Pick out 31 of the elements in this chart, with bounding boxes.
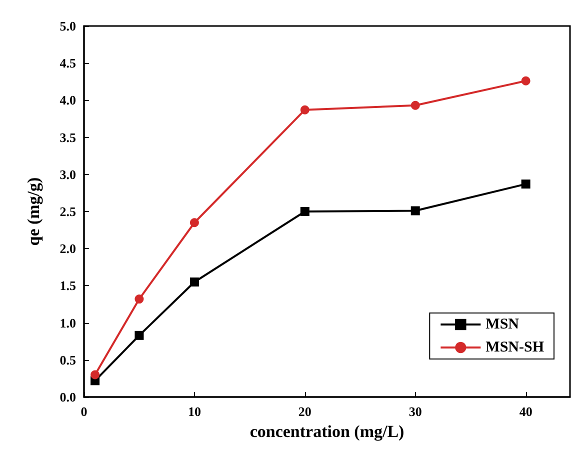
point bbox=[90, 370, 100, 380]
y-tick-label: 4.5 bbox=[60, 56, 76, 71]
point bbox=[134, 294, 144, 304]
y-tick-label: 2.5 bbox=[60, 204, 76, 219]
x-tick-label: 10 bbox=[188, 404, 201, 419]
y-tick-label: 4.0 bbox=[60, 92, 76, 108]
x-tick-label: 20 bbox=[298, 404, 312, 419]
point bbox=[521, 76, 530, 86]
y-axis-title: qe (mg/g) bbox=[24, 177, 43, 246]
y-tick-label: 0.0 bbox=[60, 390, 76, 404]
point bbox=[300, 207, 310, 216]
x-tick-label: 30 bbox=[408, 404, 422, 419]
legend-label: MSN bbox=[486, 316, 520, 332]
x-tick-label: 0 bbox=[80, 404, 88, 419]
y-tick-label: 1.0 bbox=[60, 315, 76, 330]
x-tick-label: 40 bbox=[519, 404, 532, 419]
point bbox=[410, 100, 420, 110]
x-axis-title: concentration (mg/L) bbox=[250, 422, 404, 441]
point bbox=[190, 218, 199, 228]
point bbox=[521, 180, 530, 189]
y-tick-label: 1.5 bbox=[60, 278, 76, 294]
y-tick-label: 5.0 bbox=[60, 18, 76, 34]
y-tick-label: 3.5 bbox=[60, 130, 76, 145]
point bbox=[300, 105, 310, 114]
point bbox=[190, 277, 199, 286]
y-tick-label: 3.0 bbox=[60, 166, 76, 182]
point bbox=[134, 330, 144, 340]
point bbox=[410, 206, 420, 216]
y-tick-label: 2.0 bbox=[60, 241, 76, 256]
legend-label: MSN-SH bbox=[486, 340, 544, 356]
y-tick-label: 0.5 bbox=[60, 352, 76, 368]
